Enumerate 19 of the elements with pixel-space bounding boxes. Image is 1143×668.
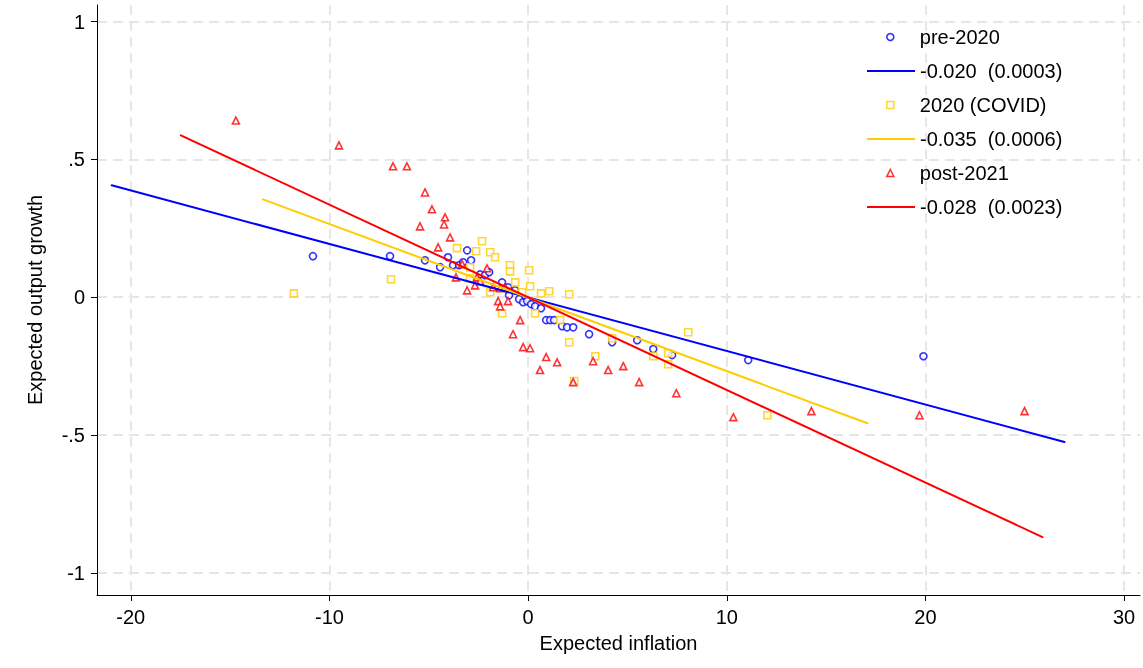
legend-label: pre-2020 (919, 26, 1000, 48)
x-tick-label: -20 (116, 606, 146, 628)
x-tick-label: -10 (314, 606, 344, 628)
y-tick-label: 1 (73, 10, 85, 33)
y-axis-title: Expected output growth (24, 194, 46, 406)
legend-label: -0.035 (0.0006) (920, 128, 1063, 150)
x-tick-label: 10 (715, 606, 738, 628)
y-tick-label: -1 (67, 561, 85, 584)
y-tick-label: -.5 (61, 424, 85, 447)
legend-label: -0.028 (0.0023) (920, 196, 1063, 218)
x-tick-label: 0 (522, 606, 534, 628)
x-axis-title: Expected inflation (539, 632, 698, 654)
y-tick-label: .5 (68, 148, 85, 171)
y-tick-label: 0 (73, 286, 85, 309)
legend-label: post-2021 (919, 162, 1009, 184)
x-tick-label: 30 (1112, 606, 1136, 628)
x-tick-label: 20 (914, 606, 937, 628)
legend-label: -0.020 (0.0003) (920, 60, 1063, 82)
legend-label: 2020 (COVID) (919, 94, 1047, 116)
